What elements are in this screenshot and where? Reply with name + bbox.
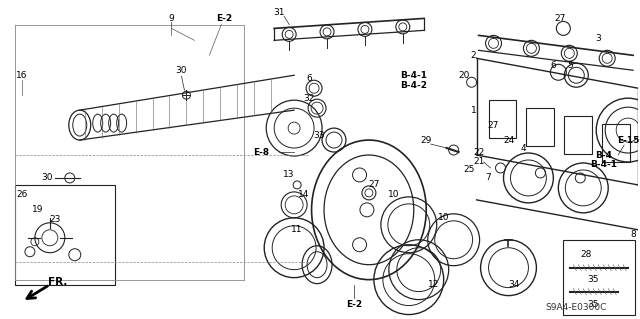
- Text: 8: 8: [630, 230, 636, 239]
- Text: E-8: E-8: [253, 147, 269, 157]
- Text: 35: 35: [588, 275, 599, 284]
- Text: B-4-2: B-4-2: [400, 81, 428, 90]
- Text: 34: 34: [508, 280, 519, 289]
- Text: E-15: E-15: [617, 136, 639, 145]
- Bar: [15, 185, 115, 285]
- Bar: [527, 108, 554, 146]
- Text: 11: 11: [291, 225, 303, 234]
- Text: 23: 23: [49, 215, 61, 224]
- Text: 27: 27: [368, 181, 380, 189]
- Text: 5: 5: [568, 61, 573, 70]
- Text: 4: 4: [520, 144, 526, 152]
- Text: E-2: E-2: [216, 14, 232, 23]
- Text: S9A4-E0300C: S9A4-E0300C: [546, 303, 607, 312]
- Text: 20: 20: [458, 71, 469, 80]
- Text: 14: 14: [298, 190, 310, 199]
- Text: B-4-1: B-4-1: [400, 71, 428, 80]
- Text: 6: 6: [550, 61, 556, 70]
- Text: 26: 26: [16, 190, 28, 199]
- Text: 22: 22: [473, 147, 484, 157]
- Text: 10: 10: [438, 213, 449, 222]
- Text: B-4-1: B-4-1: [589, 160, 617, 169]
- Text: 24: 24: [503, 136, 514, 145]
- Text: 19: 19: [32, 205, 44, 214]
- Text: 12: 12: [428, 280, 440, 289]
- Text: 7: 7: [486, 174, 492, 182]
- Text: 21: 21: [473, 158, 484, 167]
- Text: 10: 10: [388, 190, 399, 199]
- Bar: [563, 240, 635, 315]
- Text: 9: 9: [168, 14, 174, 23]
- Text: 3: 3: [595, 34, 601, 43]
- Text: 28: 28: [580, 250, 592, 259]
- Text: 2: 2: [471, 51, 476, 60]
- Text: 1: 1: [471, 106, 476, 115]
- Bar: [564, 116, 592, 154]
- Text: B-4: B-4: [595, 151, 612, 160]
- Text: 33: 33: [314, 130, 325, 140]
- Text: 6: 6: [306, 74, 312, 83]
- Text: 25: 25: [463, 166, 474, 174]
- Text: 32: 32: [303, 94, 315, 103]
- Text: 29: 29: [420, 136, 431, 145]
- Text: 31: 31: [273, 8, 285, 17]
- Text: 30: 30: [41, 174, 52, 182]
- Text: 27: 27: [488, 121, 499, 130]
- Text: 30: 30: [176, 66, 188, 75]
- Text: E-2: E-2: [346, 300, 362, 309]
- Bar: [488, 100, 516, 138]
- Bar: [602, 124, 630, 162]
- Text: FR.: FR.: [48, 277, 67, 287]
- Text: 16: 16: [16, 71, 28, 80]
- Text: 13: 13: [284, 170, 295, 180]
- Text: 35: 35: [588, 300, 599, 309]
- Text: 27: 27: [555, 14, 566, 23]
